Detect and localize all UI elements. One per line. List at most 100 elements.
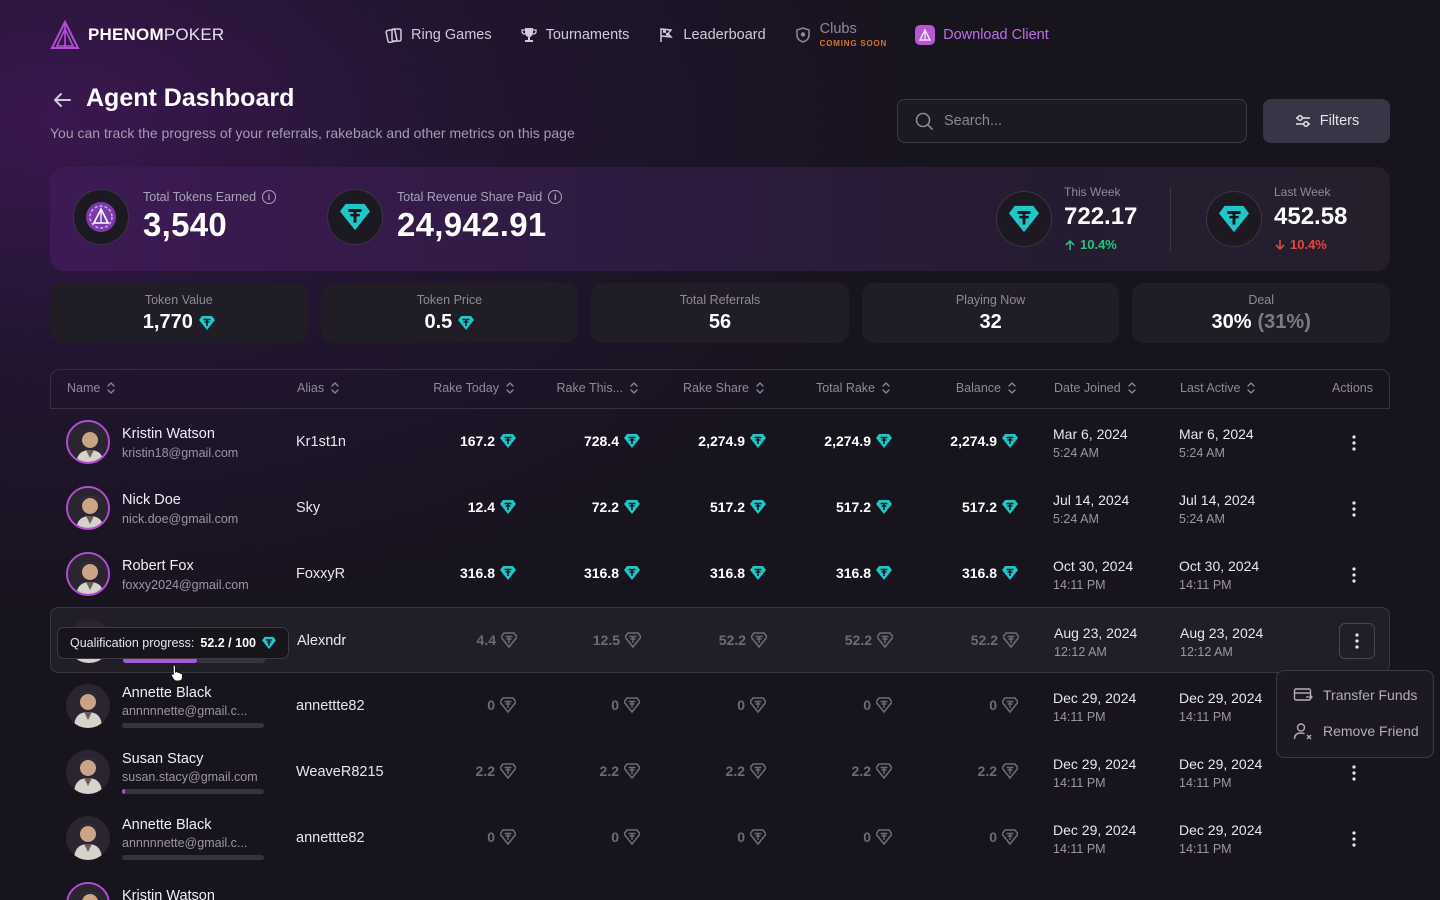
sort-icon[interactable] <box>629 381 639 395</box>
tether-gem-icon <box>876 829 892 845</box>
nav-leaderboard[interactable]: Leaderboard <box>657 26 766 44</box>
tether-gem-icon <box>501 632 517 648</box>
sort-icon[interactable] <box>755 381 765 395</box>
row-actions-button[interactable] <box>1340 825 1368 853</box>
balance-value: 2,274.9 <box>898 433 1018 449</box>
column-header[interactable]: Date Joined <box>1054 381 1137 395</box>
qualification-progress-bar[interactable] <box>122 789 264 794</box>
back-arrow-icon[interactable] <box>50 88 74 112</box>
avatar[interactable] <box>66 684 110 728</box>
table-row[interactable]: Annette Black annnnnette@gmail.c... annett… <box>50 673 1390 739</box>
tether-gem-icon <box>500 565 516 581</box>
sort-icon[interactable] <box>1246 381 1256 395</box>
column-label: Rake This... <box>556 381 623 395</box>
qualification-progress-bar[interactable] <box>122 723 264 728</box>
filters-button[interactable]: Filters <box>1263 99 1390 143</box>
tether-gem-icon <box>327 189 383 245</box>
last-week-value: 452.58 <box>1274 203 1348 230</box>
time-joined: 5:24 AM <box>1053 446 1099 460</box>
tether-gem-icon <box>500 499 516 515</box>
date-joined: Oct 30, 2024 <box>1053 558 1134 574</box>
row-actions-button[interactable] <box>1340 759 1368 787</box>
avatar[interactable] <box>66 420 110 464</box>
row-actions-button[interactable] <box>1340 561 1368 589</box>
player-alias: WeaveR8215 <box>296 764 384 780</box>
column-header[interactable]: Name <box>67 381 116 395</box>
nav-download-label: Download Client <box>943 26 1049 43</box>
rake-this-value: 2.2 <box>520 763 640 779</box>
column-header[interactable]: Rake This... <box>557 381 639 395</box>
tether-gem-icon <box>876 763 892 779</box>
table-row[interactable]: Nick Doe nick.doe@gmail.com Sky 12.4 72.2 517… <box>50 475 1390 541</box>
token-value-card: Token Value 1,770 <box>50 283 308 343</box>
nav-clubs-text: Clubs COMING SOON <box>820 22 887 48</box>
info-icon[interactable]: i <box>262 190 277 204</box>
tether-gem-icon <box>877 632 893 648</box>
column-header[interactable]: Last Active <box>1180 381 1256 395</box>
player-alias: Kr1st1n <box>296 434 346 450</box>
column-header[interactable]: Alias <box>297 381 340 395</box>
tooltip-value: 52.2 / 100 <box>200 636 256 650</box>
player-email: kristin18@gmail.com <box>122 446 239 460</box>
avatar[interactable] <box>66 552 110 596</box>
table-row[interactable]: Annette Black annnnnette@gmail.c... annett… <box>50 805 1390 871</box>
nav-tournaments[interactable]: Tournaments <box>520 26 629 44</box>
card-value: 1,770 <box>50 311 308 334</box>
row-actions-button[interactable] <box>1340 495 1368 523</box>
sort-icon[interactable] <box>106 381 116 395</box>
info-icon[interactable]: i <box>548 190 563 204</box>
sort-icon[interactable] <box>505 381 515 395</box>
total-rake-value: 316.8 <box>772 565 892 581</box>
column-label: Date Joined <box>1054 381 1121 395</box>
qualification-progress-bar[interactable] <box>122 855 264 860</box>
date-joined: Aug 23, 2024 <box>1054 625 1138 641</box>
last-week-label: Last Week <box>1274 185 1331 199</box>
sort-icon[interactable] <box>1007 381 1017 395</box>
row-actions-button[interactable] <box>1339 623 1375 659</box>
brand-logo[interactable]: PHENOMPOKER <box>50 20 224 50</box>
tether-gem-icon <box>624 499 640 515</box>
time-joined: 14:11 PM <box>1053 710 1106 724</box>
table-row[interactable]: Susan Stacy susan.stacy@gmail.com WeaveR82… <box>50 739 1390 805</box>
sort-icon[interactable] <box>1127 381 1137 395</box>
tether-gem-icon <box>750 763 766 779</box>
cards-icon <box>385 28 402 43</box>
avatar[interactable] <box>66 816 110 860</box>
column-header: Actions <box>1332 381 1373 395</box>
avatar[interactable] <box>66 486 110 530</box>
card-label: Playing Now <box>955 293 1026 307</box>
column-header[interactable]: Rake Today <box>433 381 515 395</box>
page-subtitle: You can track the progress of your refer… <box>50 125 575 141</box>
card-label: Token Price <box>416 293 483 307</box>
search-input[interactable] <box>944 113 1234 129</box>
sort-icon[interactable] <box>330 381 340 395</box>
rake-today-value: 12.4 <box>396 499 516 515</box>
sort-icon[interactable] <box>881 381 891 395</box>
tether-gem-icon <box>500 829 516 845</box>
player-alias: Sky <box>296 500 321 516</box>
rake-today-value: 0 <box>396 697 516 713</box>
nav-ring-games[interactable]: Ring Games <box>385 26 492 44</box>
column-header[interactable]: Rake Share <box>683 381 765 395</box>
tether-gem-icon <box>876 565 892 581</box>
remove-friend-item[interactable]: Remove Friend <box>1277 713 1433 749</box>
column-header[interactable]: Balance <box>956 381 1017 395</box>
tether-gem-icon <box>458 314 475 331</box>
table-row[interactable]: Kristin Watson <box>50 871 1390 900</box>
tether-gem-icon <box>624 565 640 581</box>
nav-download-client[interactable]: Download Client <box>915 24 1049 45</box>
transfer-icon <box>1293 688 1313 701</box>
tether-gem-icon <box>750 697 766 713</box>
avatar[interactable] <box>66 750 110 794</box>
table-row[interactable]: Kristin Watson kristin18@gmail.com Kr1st1n… <box>50 409 1390 475</box>
table-row[interactable]: Robert Fox foxxy2024@gmail.com FoxxyR 316.8… <box>50 541 1390 607</box>
more-vertical-icon <box>1355 633 1359 649</box>
avatar[interactable] <box>66 882 110 900</box>
row-actions-button[interactable] <box>1340 429 1368 457</box>
rake-today-value: 316.8 <box>396 565 516 581</box>
column-header[interactable]: Total Rake <box>816 381 891 395</box>
transfer-funds-item[interactable]: Transfer Funds <box>1277 677 1433 713</box>
search-box[interactable] <box>897 99 1247 143</box>
qualification-progress-bar[interactable] <box>123 658 265 663</box>
nav-clubs[interactable]: Clubs COMING SOON <box>794 22 887 48</box>
